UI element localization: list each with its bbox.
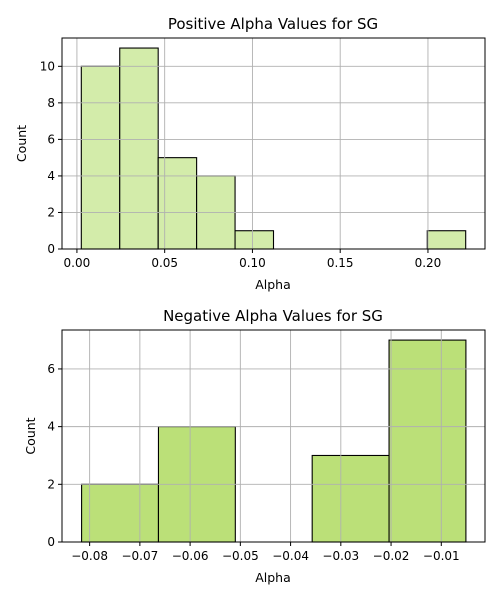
histogram-bar-5 — [426, 230, 467, 250]
y-tick-label-1: 2 — [47, 477, 55, 491]
positive-alpha-histogram: Positive Alpha Values for SG 0.00 0.05 0.1… — [14, 15, 486, 292]
x-tick-label-0: −0.08 — [71, 549, 108, 563]
y-tick-label-2: 4 — [47, 420, 55, 434]
histogram-bar-0 — [80, 65, 121, 250]
x-tick-label-7: −0.01 — [423, 549, 460, 563]
histogram-bar-4 — [234, 230, 275, 250]
bars — [80, 47, 467, 250]
chart-title: Negative Alpha Values for SG — [163, 307, 383, 325]
bars — [81, 339, 467, 543]
x-tick-label-2: −0.06 — [172, 549, 209, 563]
x-tick-label-6: −0.02 — [373, 549, 410, 563]
x-axis-label: Alpha — [255, 570, 291, 585]
y-tick-label-0: 0 — [47, 242, 55, 256]
x-tick-label-2: 0.10 — [239, 256, 266, 270]
y-tick-label-5: 10 — [40, 59, 55, 73]
x-tick-label-0: 0.00 — [64, 256, 91, 270]
x-tick-label-1: 0.05 — [151, 256, 178, 270]
plot-frame — [61, 329, 486, 543]
y-tick-label-4: 8 — [47, 96, 55, 110]
x-tick-label-4: 0.20 — [415, 256, 442, 270]
x-tick-label-5: −0.03 — [322, 549, 359, 563]
y-tick-label-1: 2 — [47, 205, 55, 219]
x-axis-label: Alpha — [255, 277, 291, 292]
histogram-bar-3 — [311, 454, 390, 543]
plot-frame — [61, 37, 486, 250]
x-tick-label-1: −0.07 — [121, 549, 158, 563]
negative-alpha-histogram: Negative Alpha Values for SG −0.08 −0.07−… — [23, 307, 486, 585]
ticks: −0.08 −0.07 −0.06 −0.05 −0.04 −0.03 −0.02 −0.01… — [47, 362, 459, 563]
ticks: 0.00 0.05 0.10 0.15 0.20 0 2 4 6 8 10 — [40, 59, 442, 270]
y-tick-label-3: 6 — [47, 362, 55, 376]
y-tick-label-2: 4 — [47, 169, 55, 183]
y-axis-label: Count — [14, 125, 29, 162]
x-tick-label-3: −0.05 — [222, 549, 259, 563]
chart-title: Positive Alpha Values for SG — [168, 15, 378, 33]
x-tick-label-3: 0.15 — [327, 256, 354, 270]
x-tick-label-4: −0.04 — [272, 549, 309, 563]
histogram-bar-0 — [81, 483, 160, 543]
y-tick-label-3: 6 — [47, 132, 55, 146]
histogram-bar-1 — [119, 47, 159, 250]
y-tick-label-0: 0 — [47, 535, 55, 549]
histogram-bar-4 — [388, 339, 467, 543]
y-axis-label: Count — [23, 417, 38, 454]
histogram-bar-2 — [157, 157, 198, 250]
